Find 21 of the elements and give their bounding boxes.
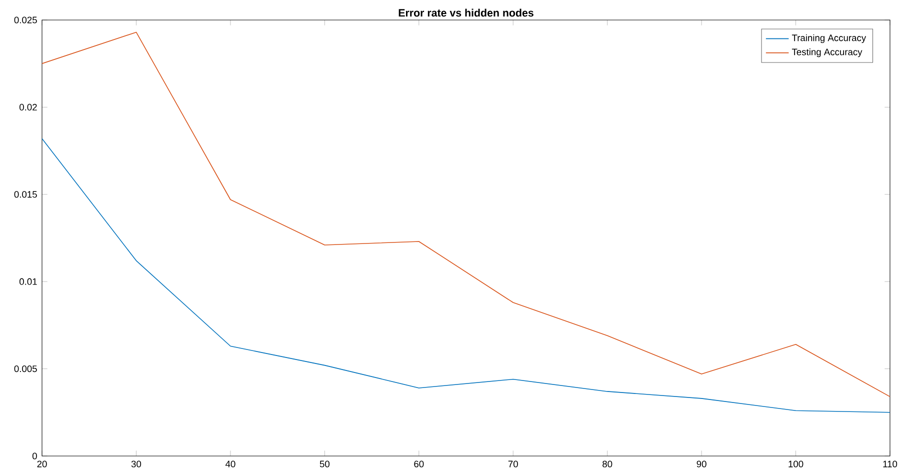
chart-title: Error rate vs hidden nodes xyxy=(398,8,534,17)
x-tick-label: 90 xyxy=(696,460,706,468)
y-tick-label: 0 xyxy=(32,452,37,460)
legend-label: Training Accuracy xyxy=(792,34,866,44)
x-tick-label: 40 xyxy=(225,460,236,468)
x-tick-label: 50 xyxy=(320,460,330,468)
y-tick-label: 0.025 xyxy=(14,16,37,24)
x-tick-label: 30 xyxy=(131,460,142,468)
x-tick-label: 80 xyxy=(602,460,612,468)
legend-label: Testing Accuracy xyxy=(792,48,862,58)
y-tick-label: 0.015 xyxy=(14,191,37,198)
x-tick-label: 60 xyxy=(414,460,424,468)
x-tick-label: 100 xyxy=(788,460,804,468)
x-tick-label: 110 xyxy=(883,460,898,468)
y-tick-label: 0.005 xyxy=(14,365,37,372)
line-series xyxy=(42,32,890,398)
x-tick-label: 20 xyxy=(37,460,47,468)
x-tick-label: 70 xyxy=(508,460,518,468)
y-tick-label: 0.01 xyxy=(19,278,37,285)
line-series xyxy=(42,138,890,413)
y-tick-label: 0.02 xyxy=(19,104,37,110)
